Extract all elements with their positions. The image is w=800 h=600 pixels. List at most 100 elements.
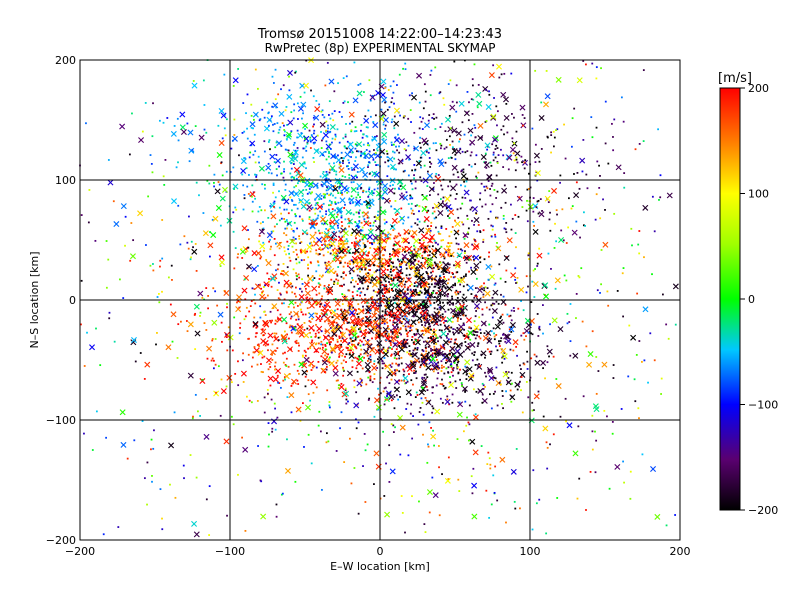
data-point bbox=[260, 209, 263, 212]
data-point bbox=[313, 277, 316, 279]
data-point bbox=[445, 138, 448, 141]
data-point bbox=[371, 243, 374, 246]
data-point bbox=[405, 191, 408, 194]
data-point bbox=[232, 423, 235, 426]
data-point bbox=[348, 289, 351, 292]
data-point-cross bbox=[375, 404, 382, 411]
data-point bbox=[427, 151, 430, 154]
data-point bbox=[177, 323, 180, 326]
data-point bbox=[426, 461, 429, 464]
data-point-cross bbox=[266, 232, 273, 239]
data-point bbox=[316, 260, 319, 263]
data-point bbox=[355, 367, 358, 370]
data-point bbox=[482, 293, 485, 296]
data-point bbox=[422, 303, 425, 305]
data-point bbox=[419, 248, 422, 251]
data-point bbox=[520, 389, 522, 392]
data-point bbox=[337, 227, 340, 229]
data-point-cross bbox=[501, 353, 508, 360]
data-point bbox=[560, 229, 563, 232]
data-point bbox=[415, 328, 418, 331]
data-point-cross bbox=[321, 359, 328, 366]
data-point bbox=[658, 198, 660, 201]
data-point bbox=[423, 251, 426, 254]
data-point bbox=[451, 401, 454, 404]
data-point-cross bbox=[324, 328, 331, 335]
data-point bbox=[485, 161, 487, 164]
data-point bbox=[428, 314, 431, 317]
data-point bbox=[315, 293, 318, 296]
data-point bbox=[472, 256, 475, 258]
data-point bbox=[455, 289, 458, 292]
data-point bbox=[444, 161, 447, 164]
data-point bbox=[397, 232, 400, 235]
data-point bbox=[338, 141, 341, 144]
data-point bbox=[416, 348, 419, 351]
data-point bbox=[453, 361, 455, 363]
data-point bbox=[371, 337, 373, 340]
data-point-cross bbox=[165, 344, 172, 351]
data-point bbox=[469, 338, 472, 341]
data-point bbox=[448, 245, 451, 248]
data-point bbox=[421, 257, 424, 260]
data-point bbox=[414, 168, 417, 171]
data-point-cross bbox=[615, 164, 622, 171]
data-point bbox=[195, 181, 198, 184]
data-point bbox=[450, 371, 453, 374]
data-point bbox=[634, 400, 637, 403]
data-point bbox=[298, 237, 301, 240]
data-point bbox=[415, 339, 418, 342]
data-point bbox=[276, 122, 279, 125]
data-point bbox=[205, 398, 208, 400]
data-point bbox=[235, 208, 238, 211]
data-point bbox=[350, 195, 353, 198]
data-point bbox=[151, 480, 153, 483]
data-point bbox=[312, 218, 315, 221]
data-point bbox=[284, 351, 286, 354]
data-point bbox=[492, 327, 495, 330]
data-point bbox=[406, 402, 409, 405]
data-point bbox=[424, 321, 426, 324]
data-point-cross bbox=[672, 283, 679, 290]
data-point bbox=[514, 169, 517, 172]
data-point bbox=[279, 313, 282, 316]
data-point bbox=[374, 312, 377, 315]
data-point bbox=[351, 187, 354, 190]
data-point-cross bbox=[642, 204, 649, 211]
data-point bbox=[336, 283, 339, 285]
data-point bbox=[283, 232, 285, 235]
data-point bbox=[389, 369, 392, 371]
data-point bbox=[365, 258, 368, 261]
data-point-cross bbox=[303, 82, 309, 89]
data-point bbox=[393, 407, 396, 410]
data-point bbox=[564, 397, 567, 400]
data-point-cross bbox=[323, 231, 330, 237]
data-point bbox=[372, 158, 375, 161]
data-point bbox=[383, 362, 386, 365]
data-point bbox=[369, 358, 372, 361]
data-point-cross bbox=[472, 414, 479, 421]
data-point-cross bbox=[373, 247, 380, 254]
data-point bbox=[398, 379, 401, 382]
data-point-cross bbox=[210, 232, 217, 239]
data-point bbox=[486, 287, 489, 290]
data-point bbox=[467, 336, 470, 339]
data-point-cross bbox=[240, 158, 247, 165]
data-point bbox=[146, 461, 149, 464]
data-point bbox=[353, 379, 356, 382]
data-point bbox=[369, 360, 372, 363]
data-point bbox=[290, 130, 293, 133]
data-point bbox=[291, 200, 294, 202]
data-point bbox=[414, 347, 417, 350]
data-point bbox=[343, 283, 345, 286]
data-point bbox=[382, 297, 385, 300]
data-point-cross bbox=[387, 187, 394, 194]
data-point-cross bbox=[218, 107, 225, 114]
data-point-cross bbox=[430, 433, 437, 440]
data-point bbox=[404, 382, 407, 385]
data-point bbox=[354, 143, 357, 146]
data-point bbox=[397, 133, 399, 136]
data-point bbox=[439, 314, 442, 317]
data-point bbox=[547, 201, 550, 204]
data-point bbox=[358, 318, 361, 321]
